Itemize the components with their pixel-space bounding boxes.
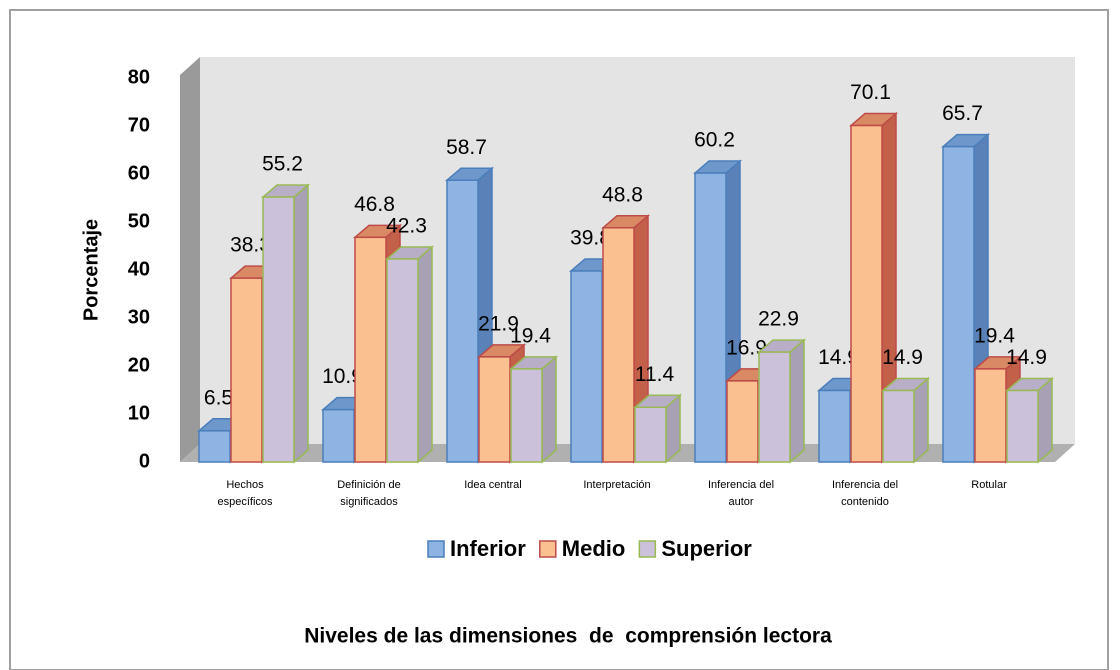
data-label: 65.7 bbox=[942, 102, 983, 125]
x-tick-label: Idea central bbox=[464, 479, 521, 491]
y-tick-label: 0 bbox=[139, 450, 150, 472]
data-label: 14.9 bbox=[882, 346, 923, 369]
data-label: 14.9 bbox=[818, 346, 859, 369]
data-label: 22.9 bbox=[758, 308, 799, 331]
data-label: 58.7 bbox=[446, 136, 487, 159]
bar bbox=[230, 277, 263, 463]
x-tick-label: Definición de significados bbox=[337, 479, 401, 508]
y-axis-label: Porcentaje bbox=[80, 219, 102, 321]
legend-swatch bbox=[638, 540, 657, 558]
data-label: 6.5 bbox=[204, 386, 233, 409]
bar bbox=[510, 368, 543, 463]
legend-swatch bbox=[539, 540, 557, 558]
y-tick-label: 40 bbox=[128, 258, 150, 280]
y-tick-label: 30 bbox=[128, 306, 150, 328]
y-tick-label: 20 bbox=[128, 354, 150, 376]
x-tick-label: Hechos específicos bbox=[217, 479, 273, 508]
bar-side bbox=[913, 376, 929, 464]
data-label: 60.2 bbox=[694, 129, 735, 152]
data-label: 19.4 bbox=[974, 324, 1015, 347]
x-tick-label: Rotular bbox=[971, 479, 1007, 491]
bar bbox=[850, 124, 883, 463]
bar bbox=[570, 270, 603, 463]
legend-label: Medio bbox=[562, 536, 626, 561]
bar bbox=[694, 172, 727, 463]
bar bbox=[882, 389, 915, 463]
chart-title: Niveles de las dimensiones de comprensió… bbox=[304, 625, 832, 648]
data-label: 39.8 bbox=[570, 227, 611, 250]
bar-side bbox=[293, 183, 309, 464]
bar bbox=[634, 406, 667, 463]
bar bbox=[478, 356, 511, 463]
legend-label: Inferior bbox=[450, 536, 526, 561]
bar-side bbox=[789, 338, 805, 464]
x-tick-label: Inferencia del contenido bbox=[832, 479, 898, 508]
y-tick-label: 70 bbox=[128, 114, 150, 136]
data-label: 70.1 bbox=[850, 81, 891, 104]
bar bbox=[1006, 389, 1039, 463]
data-label: 19.4 bbox=[510, 324, 551, 347]
bar bbox=[974, 368, 1007, 463]
bar-side bbox=[417, 245, 433, 464]
y-tick-label: 10 bbox=[128, 402, 150, 424]
data-label: 11.4 bbox=[635, 363, 675, 386]
bar bbox=[942, 145, 975, 463]
bar bbox=[386, 258, 419, 463]
bar bbox=[602, 227, 635, 463]
bar-side bbox=[1037, 376, 1053, 464]
bar-side bbox=[541, 355, 557, 464]
data-label: 55.2 bbox=[262, 153, 303, 176]
data-label: 42.3 bbox=[386, 215, 427, 238]
data-label: 14.9 bbox=[1006, 346, 1047, 369]
bar bbox=[818, 389, 851, 463]
bar bbox=[726, 380, 759, 463]
data-label: 21.9 bbox=[478, 312, 519, 335]
data-label: 38.3 bbox=[230, 234, 271, 257]
bar bbox=[322, 408, 355, 463]
bar bbox=[354, 236, 387, 463]
x-tick-label: Inferencia del autor bbox=[708, 479, 774, 508]
y-tick-label: 80 bbox=[128, 66, 150, 88]
legend-label: Superior bbox=[661, 536, 752, 561]
data-label: 48.8 bbox=[602, 183, 643, 206]
side-wall bbox=[180, 57, 200, 462]
bar bbox=[758, 351, 791, 463]
bar bbox=[198, 430, 231, 463]
y-tick-label: 50 bbox=[128, 210, 150, 232]
data-label: 10.9 bbox=[322, 365, 363, 388]
legend-swatch bbox=[427, 540, 445, 558]
bar bbox=[262, 196, 295, 463]
x-tick-label: Interpretación bbox=[583, 479, 650, 491]
y-tick-label: 60 bbox=[128, 162, 150, 184]
bar bbox=[446, 179, 479, 463]
data-label: 46.8 bbox=[354, 193, 395, 216]
data-label: 16.9 bbox=[726, 336, 767, 359]
